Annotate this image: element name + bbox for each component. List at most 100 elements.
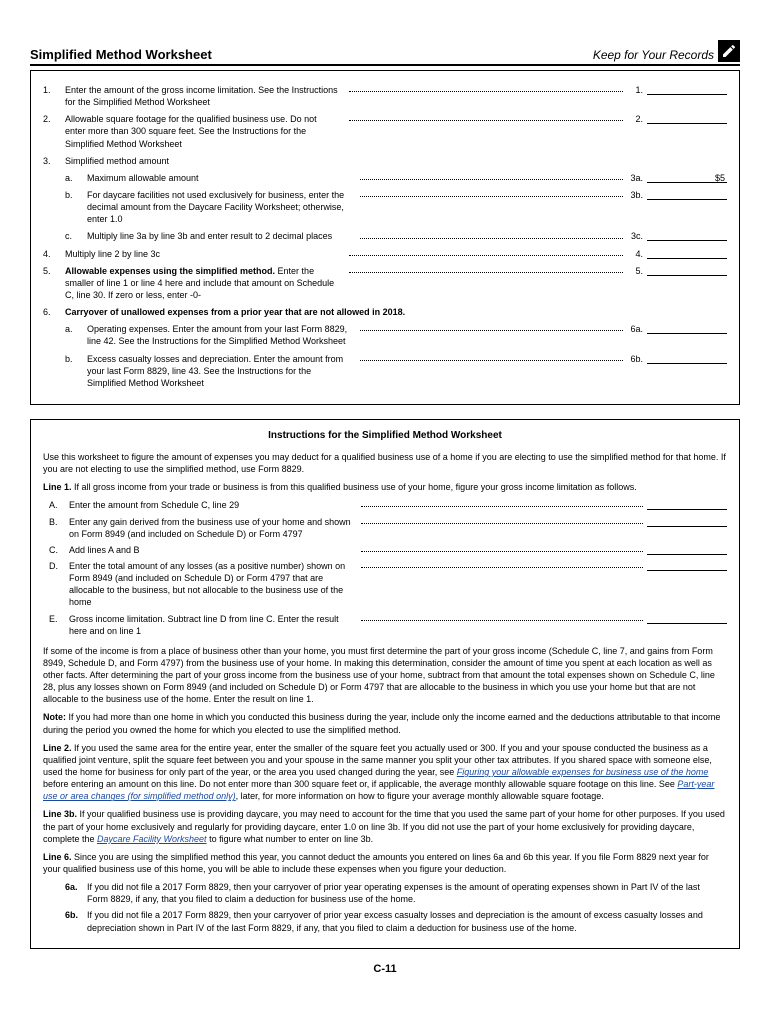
text: If you did not file a 2017 Form 8829, th… (87, 909, 727, 933)
item-a: A. Enter the amount from Schedule C, lin… (43, 499, 727, 511)
leader-dots (349, 84, 623, 92)
line-number: 1. (43, 84, 65, 96)
entry-blank[interactable] (647, 230, 727, 241)
entry-blank[interactable] (647, 189, 727, 200)
ws-line-6b: b. Excess casualty losses and depreciati… (65, 353, 727, 389)
line-ref: 6b. (627, 353, 647, 365)
ws-line-6: 6. Carryover of unallowed expenses from … (43, 306, 727, 318)
line-text: Allowable square footage for the qualifi… (65, 113, 345, 149)
sub-letter: b. (65, 189, 87, 201)
ws-line-1: 1. Enter the amount of the gross income … (43, 84, 727, 108)
leader-dots (361, 560, 643, 568)
header: Simplified Method Worksheet Keep for You… (30, 40, 740, 66)
header-right: Keep for Your Records (593, 40, 740, 62)
leader-dots (361, 613, 643, 621)
text: to figure what number to enter on line 3… (207, 834, 374, 844)
label: Line 3b. (43, 809, 77, 819)
item-b: B. Enter any gain derived from the busin… (43, 516, 727, 540)
link-daycare[interactable]: Daycare Facility Worksheet (97, 834, 207, 844)
line-ref: 3b. (627, 189, 647, 201)
line-ref: 5. (627, 265, 647, 277)
instr-6b: 6b. If you did not file a 2017 Form 8829… (65, 909, 727, 933)
line-text: Allowable expenses using the simplified … (65, 265, 345, 301)
entry-blank[interactable] (647, 544, 727, 555)
ws-line-4: 4. Multiply line 2 by line 3c 4. (43, 248, 727, 260)
text: , later, for more information on how to … (236, 791, 604, 801)
item-e: E. Gross income limitation. Subtract lin… (43, 613, 727, 637)
entry-blank[interactable] (647, 323, 727, 334)
instr-6a: 6a. If you did not file a 2017 Form 8829… (65, 881, 727, 905)
leader-dots (361, 499, 643, 507)
bold-label: Allowable expenses using the simplified … (65, 266, 275, 276)
entry-blank[interactable] (647, 84, 727, 95)
sub-letter: c. (65, 230, 87, 242)
line-text: Simplified method amount (65, 155, 727, 167)
sub-letter: a. (65, 172, 87, 184)
letter-list: A. Enter the amount from Schedule C, lin… (43, 499, 727, 636)
entry-blank[interactable] (647, 499, 727, 510)
entry-blank[interactable] (647, 613, 727, 624)
letter: C. (43, 544, 69, 556)
line-text: Maximum allowable amount (87, 172, 356, 184)
entry-blank[interactable] (647, 113, 727, 124)
entry-blank[interactable]: $5 (647, 172, 727, 183)
line-text: Multiply line 2 by line 3c (65, 248, 345, 260)
leader-dots (360, 172, 623, 180)
line-text: For daycare facilities not used exclusiv… (87, 189, 356, 225)
line-ref: 2. (627, 113, 647, 125)
entry-blank[interactable] (647, 353, 727, 364)
leader-dots (349, 248, 623, 256)
instr-p2: If some of the income is from a place of… (43, 645, 727, 706)
entry-blank[interactable] (647, 516, 727, 527)
leader-dots (360, 230, 623, 238)
entry-blank[interactable] (647, 248, 727, 259)
line-number: 3. (43, 155, 65, 167)
label: Note: (43, 712, 66, 722)
text: Enter the amount from Schedule C, line 2… (69, 499, 357, 511)
line-ref: 1. (627, 84, 647, 96)
sub-label: 6b. (65, 909, 87, 933)
line-number: 5. (43, 265, 65, 277)
leader-dots (361, 516, 643, 524)
ws-line-3c: c. Multiply line 3a by line 3b and enter… (65, 230, 727, 242)
leader-dots (360, 323, 623, 331)
letter: A. (43, 499, 69, 511)
text: Gross income limitation. Subtract line D… (69, 613, 357, 637)
instr-line3b: Line 3b. If your qualified business use … (43, 808, 727, 844)
item-c: C. Add lines A and B (43, 544, 727, 556)
ws-line-5: 5. Allowable expenses using the simplifi… (43, 265, 727, 301)
ws-line-3: 3. Simplified method amount (43, 155, 727, 167)
line-number: 4. (43, 248, 65, 260)
ws-line-3a: a. Maximum allowable amount 3a. $5 (65, 172, 727, 184)
ws-line-3b: b. For daycare facilities not used exclu… (65, 189, 727, 225)
link-figuring[interactable]: Figuring your allowable expenses for bus… (457, 767, 709, 777)
line-text: Multiply line 3a by line 3b and enter re… (87, 230, 356, 242)
page-number: C-11 (30, 963, 740, 975)
text: before entering an amount on this line. … (43, 779, 677, 789)
line-text: Enter the amount of the gross income lim… (65, 84, 345, 108)
text: If all gross income from your trade or b… (72, 482, 637, 492)
page-title: Simplified Method Worksheet (30, 47, 212, 62)
instr-note: Note: If you had more than one home in w… (43, 711, 727, 735)
letter: E. (43, 613, 69, 637)
line-text: Excess casualty losses and depreciation.… (87, 353, 356, 389)
letter: D. (43, 560, 69, 609)
line-ref: 3a. (627, 172, 647, 184)
instructions-box: Instructions for the Simplified Method W… (30, 419, 740, 949)
instr-line1: Line 1. If all gross income from your tr… (43, 481, 727, 493)
leader-dots (360, 189, 623, 197)
label: Line 6. (43, 852, 72, 862)
text: Enter the total amount of any losses (as… (69, 560, 357, 609)
instr-line6: Line 6. Since you are using the simplifi… (43, 851, 727, 875)
entry-blank[interactable] (647, 265, 727, 276)
line-text: Carryover of unallowed expenses from a p… (65, 306, 727, 318)
sub-label: 6a. (65, 881, 87, 905)
line-text: Operating expenses. Enter the amount fro… (87, 323, 356, 347)
entry-blank[interactable] (647, 560, 727, 571)
text: Since you are using the simplified metho… (43, 852, 709, 874)
instr-line2: Line 2. If you used the same area for th… (43, 742, 727, 803)
sub-letter: a. (65, 323, 87, 335)
text: If you had more than one home in which y… (43, 712, 720, 734)
text: Add lines A and B (69, 544, 357, 556)
instr-p1: Use this worksheet to figure the amount … (43, 451, 727, 475)
